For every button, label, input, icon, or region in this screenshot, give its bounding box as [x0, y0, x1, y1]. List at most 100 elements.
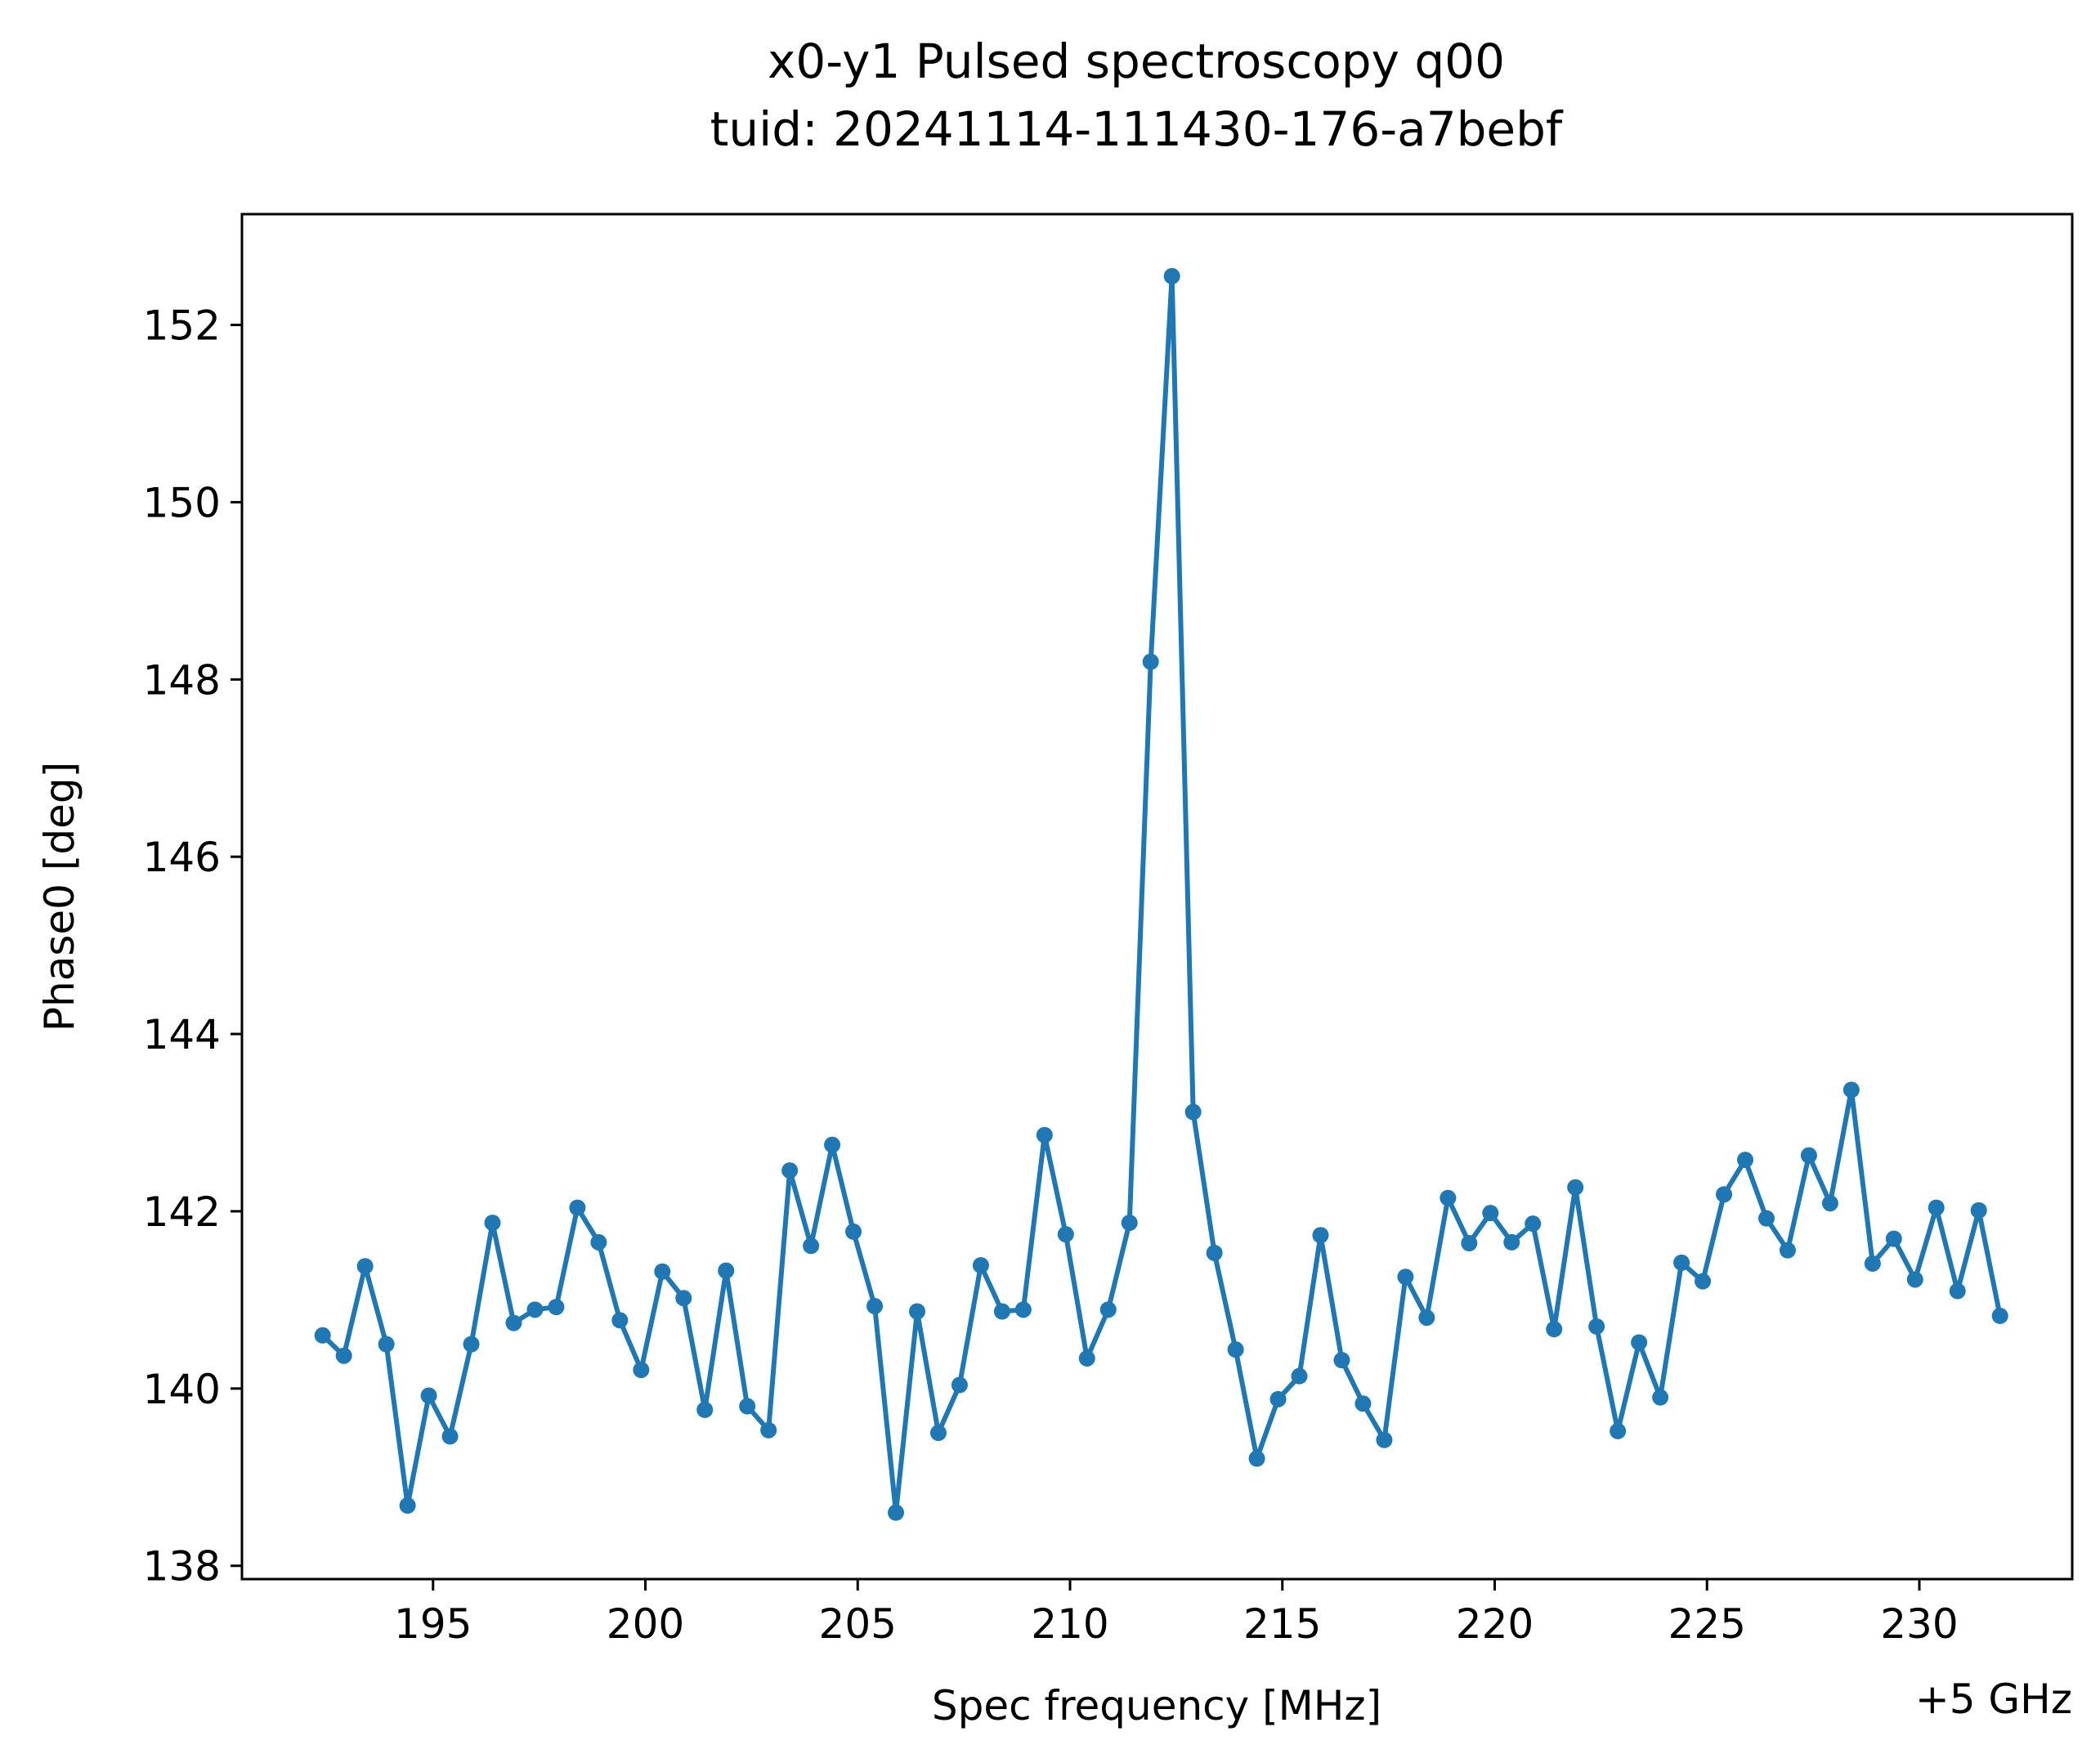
x-tick-label: 230 — [1880, 1600, 1958, 1648]
data-point — [1736, 1152, 1753, 1169]
data-point — [335, 1347, 352, 1364]
data-point — [1546, 1321, 1563, 1338]
data-point — [929, 1425, 947, 1442]
data-point — [420, 1387, 437, 1404]
data-point — [378, 1336, 395, 1353]
x-tick-label: 200 — [607, 1600, 684, 1648]
data-point — [611, 1312, 629, 1329]
data-point — [1184, 1103, 1202, 1121]
data-point — [441, 1428, 459, 1445]
x-tick-label: 210 — [1031, 1600, 1108, 1648]
x-tick-label: 195 — [394, 1600, 472, 1648]
data-point — [781, 1162, 799, 1179]
data-point — [1036, 1126, 1053, 1143]
data-point — [760, 1421, 777, 1439]
data-point — [1440, 1189, 1457, 1206]
data-point — [1991, 1307, 2008, 1324]
data-point — [951, 1376, 968, 1394]
data-point — [1525, 1215, 1542, 1233]
data-point — [1333, 1352, 1350, 1369]
data-point — [824, 1136, 841, 1153]
data-point — [484, 1215, 501, 1232]
data-point — [1206, 1244, 1223, 1261]
data-point — [356, 1258, 374, 1275]
data-point — [1906, 1271, 1923, 1288]
data-point — [1227, 1341, 1244, 1358]
chart-title-line2: tuid: 20241114-111430-176-a7bebf — [710, 101, 1564, 157]
data-point — [1652, 1389, 1669, 1406]
data-point — [1928, 1199, 1945, 1216]
data-point — [590, 1233, 607, 1251]
y-axis: 138 140 142 144 146 148 150 152 — [143, 302, 242, 1591]
data-point — [1099, 1301, 1117, 1318]
data-point — [845, 1223, 862, 1240]
data-point — [1057, 1226, 1074, 1243]
data-point — [569, 1199, 586, 1216]
data-point — [696, 1401, 714, 1418]
data-point — [718, 1262, 735, 1279]
data-point — [633, 1362, 650, 1379]
y-tick-label: 142 — [143, 1188, 221, 1236]
data-point — [1248, 1450, 1265, 1467]
data-point — [1312, 1227, 1329, 1244]
data-point — [1397, 1269, 1414, 1286]
data-point — [866, 1298, 884, 1314]
data-point — [654, 1263, 671, 1280]
data-point — [1418, 1309, 1435, 1327]
data-point — [505, 1314, 522, 1331]
data-point — [1078, 1349, 1095, 1367]
data-point — [1142, 653, 1159, 670]
data-point — [1376, 1431, 1393, 1448]
data-point — [1503, 1233, 1520, 1251]
data-point — [1673, 1254, 1690, 1271]
data-point — [1631, 1334, 1648, 1351]
data-point — [888, 1504, 905, 1521]
y-tick-label: 150 — [143, 479, 221, 526]
x-tick-label: 215 — [1243, 1600, 1321, 1648]
data-point — [993, 1303, 1010, 1320]
data-point — [908, 1303, 925, 1320]
data-point — [1354, 1395, 1372, 1412]
data-point — [1695, 1273, 1712, 1290]
data-point — [1482, 1205, 1499, 1222]
data-point — [972, 1257, 989, 1274]
data-point — [1949, 1282, 1966, 1300]
y-tick-label: 140 — [143, 1366, 221, 1413]
y-tick-label: 144 — [143, 1011, 221, 1058]
data-point — [548, 1299, 565, 1316]
plot-frame — [240, 213, 2074, 1581]
data-point — [1716, 1186, 1733, 1203]
data-point — [803, 1237, 820, 1255]
data-point — [1800, 1147, 1817, 1164]
data-point — [1014, 1301, 1032, 1318]
data-point — [1291, 1367, 1308, 1385]
y-tick-label: 152 — [143, 302, 221, 350]
chart-title-line1: x0-y1 Pulsed spectroscopy q00 — [768, 34, 1505, 89]
data-point — [1970, 1201, 1987, 1219]
y-tick-label: 146 — [143, 834, 221, 881]
x-tick-label: 205 — [819, 1600, 897, 1648]
x-tick-label: 225 — [1668, 1600, 1746, 1648]
data-point — [1269, 1390, 1287, 1407]
data-point — [1864, 1255, 1881, 1272]
data-point — [1610, 1422, 1627, 1439]
x-axis-offset-label: +5 GHz — [1915, 1676, 2072, 1723]
data-point — [1588, 1318, 1605, 1335]
data-point — [399, 1497, 416, 1514]
data-point — [463, 1336, 480, 1353]
data-point — [1885, 1230, 1902, 1247]
y-tick-label: 138 — [143, 1543, 221, 1591]
y-tick-label: 148 — [143, 656, 221, 704]
series-line — [320, 273, 2003, 1515]
data-point — [314, 1327, 331, 1344]
data-point — [1779, 1242, 1796, 1259]
series-layer — [314, 267, 2008, 1521]
data-point — [1821, 1195, 1838, 1212]
data-point — [739, 1398, 756, 1415]
data-point — [1163, 267, 1180, 284]
data-point — [675, 1290, 692, 1307]
x-axis: 195 200 205 210 215 220 225 230 — [394, 1579, 1959, 1648]
data-point — [526, 1301, 544, 1318]
